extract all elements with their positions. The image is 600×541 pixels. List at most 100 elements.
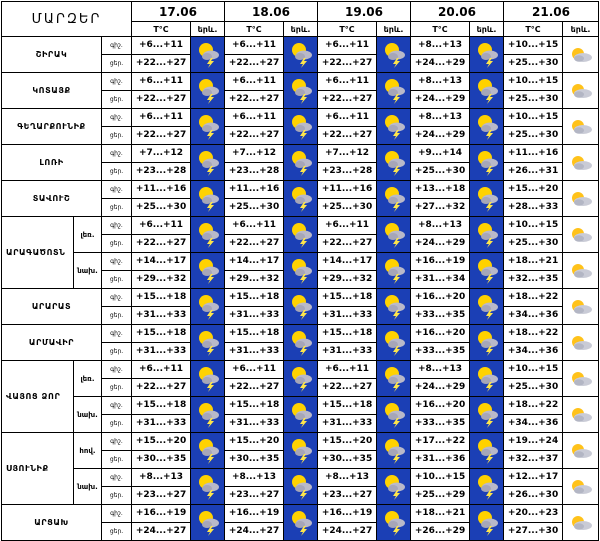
- sun-cloud-lightning-icon: [190, 36, 226, 73]
- temperature-range: +6...+11: [317, 36, 378, 55]
- temperature-range: +30...+35: [317, 450, 378, 469]
- temperature-range: +6...+11: [224, 360, 285, 379]
- temperature-range: +24...+29: [410, 234, 471, 253]
- period-label: գիշ.: [100, 216, 133, 235]
- temperature-range: +16...+20: [410, 324, 471, 343]
- temperature-range: +6...+11: [131, 72, 192, 91]
- temperature-range: +24...+27: [317, 522, 378, 541]
- sun-cloud-lightning-icon: [376, 468, 412, 505]
- temperature-range: +18...+22: [503, 288, 564, 307]
- temperature-range: +11...+16: [224, 180, 285, 199]
- table-row: ցեր. +25...+30 +25...+30 +25...+30 +27...+32…: [2, 198, 599, 217]
- temperature-range: +8...+13: [410, 36, 471, 55]
- sun-cloud-lightning-icon: [283, 36, 319, 73]
- sun-cloud-icon: [562, 468, 600, 505]
- temperature-range: +22...+27: [131, 378, 192, 397]
- period-label: ցեր.: [100, 306, 133, 325]
- temperature-range: +22...+27: [131, 54, 192, 73]
- sub-region-label: լեռ.: [73, 360, 102, 397]
- sun-cloud-icon: [562, 324, 600, 361]
- period-label: ցեր.: [100, 234, 133, 253]
- table-row: ՇԻՐԱԿ գիշ. +6...+11 +6...+11 +6...+11 +8...+1…: [1, 36, 600, 73]
- temp-header: T°C: [503, 21, 564, 37]
- temperature-range: +19...+24: [503, 432, 564, 451]
- temperature-range: +15...+18: [131, 288, 192, 307]
- region-name: ԱՐԱԳԱԾՈՏՆ: [1, 216, 74, 289]
- temperature-range: +22...+27: [224, 54, 285, 73]
- temperature-range: +29...+32: [131, 270, 192, 289]
- temperature-range: +16...+19: [410, 252, 471, 271]
- period-label: գիշ.: [100, 252, 133, 271]
- temperature-range: +22...+27: [317, 90, 378, 109]
- temperature-range: +10...+15: [410, 468, 471, 487]
- region-name: ՎԱՅՈՑ ՁՈՐ: [1, 360, 74, 433]
- sun-cloud-lightning-icon: [376, 288, 412, 325]
- period-label: գիշ.: [100, 180, 133, 199]
- sub-region-label: նախ.: [73, 468, 102, 505]
- sub-region-label: նախ.: [73, 252, 102, 289]
- temperature-range: +15...+18: [131, 324, 192, 343]
- sun-cloud-icon: [562, 504, 600, 541]
- region-name: ԱՐՄԱՎԻՐ: [1, 324, 102, 361]
- sun-cloud-lightning-icon: [283, 468, 319, 505]
- date-header: 19.06: [317, 1, 412, 22]
- table-row: ԿՈՏԱՅՔ գիշ. +6...+11 +6...+11 +6...+11 +8...+…: [1, 72, 600, 109]
- temperature-range: +6...+11: [317, 72, 378, 91]
- temperature-range: +18...+22: [503, 396, 564, 415]
- sun-cloud-lightning-icon: [190, 216, 226, 253]
- temperature-range: +22...+27: [317, 126, 378, 145]
- sun-cloud-lightning-icon: [190, 360, 226, 397]
- sun-cloud-lightning-icon: [190, 432, 226, 469]
- temperature-range: +10...+15: [503, 36, 564, 55]
- temperature-range: +23...+27: [224, 486, 285, 505]
- temperature-range: +16...+19: [224, 504, 285, 523]
- phenomena-header: երև.: [469, 21, 505, 37]
- temperature-range: +27...+30: [503, 522, 564, 541]
- phenomena-header: երև.: [376, 21, 412, 37]
- period-label: ցեր.: [100, 90, 133, 109]
- table-row: ցեր. +22...+27 +22...+27 +22...+27 +24...+29…: [2, 234, 599, 253]
- sun-cloud-lightning-icon: [469, 72, 505, 109]
- sun-cloud-lightning-icon: [376, 36, 412, 73]
- temperature-range: +29...+32: [224, 270, 285, 289]
- table-row: ցեր. +31...+33 +31...+33 +31...+33 +33...+35…: [2, 306, 599, 325]
- sun-cloud-lightning-icon: [190, 180, 226, 217]
- date-header: 18.06: [224, 1, 319, 22]
- date-header: 21.06: [503, 1, 600, 22]
- temperature-range: +34...+36: [503, 342, 564, 361]
- temperature-range: +31...+33: [131, 306, 192, 325]
- sun-cloud-icon: [562, 288, 600, 325]
- table-row: ՎԱՅՈՑ ՁՈՐ լեռ. գիշ. +6...+11 +6...+11 +6...+1…: [1, 360, 600, 433]
- sun-cloud-lightning-icon: [283, 72, 319, 109]
- temperature-range: +34...+36: [503, 306, 564, 325]
- temperature-range: +10...+15: [503, 108, 564, 127]
- temperature-range: +16...+20: [410, 288, 471, 307]
- period-label: գիշ.: [100, 36, 133, 55]
- period-label: գիշ.: [100, 360, 133, 379]
- temperature-range: +22...+27: [131, 234, 192, 253]
- sun-cloud-lightning-icon: [376, 144, 412, 181]
- temperature-range: +6...+11: [131, 360, 192, 379]
- table-row: ԳԵՂԱՐՔՈՒՆԻՔ գիշ. +6...+11 +6...+11 +6...+11 +…: [1, 108, 600, 145]
- temperature-range: +9...+14: [410, 144, 471, 163]
- temperature-range: +23...+27: [317, 486, 378, 505]
- sun-cloud-lightning-icon: [190, 324, 226, 361]
- temperature-range: +8...+13: [317, 468, 378, 487]
- temperature-range: +31...+33: [131, 414, 192, 433]
- sun-cloud-lightning-icon: [376, 72, 412, 109]
- temperature-range: +29...+32: [317, 270, 378, 289]
- temperature-range: +12...+17: [503, 468, 564, 487]
- sun-cloud-lightning-icon: [283, 324, 319, 361]
- sun-cloud-lightning-icon: [283, 180, 319, 217]
- temperature-range: +11...+16: [131, 180, 192, 199]
- temperature-range: +20...+23: [503, 504, 564, 523]
- temperature-range: +8...+13: [131, 468, 192, 487]
- temperature-range: +8...+13: [410, 72, 471, 91]
- period-label: ցեր.: [100, 270, 133, 289]
- region-name: ԳԵՂԱՐՔՈՒՆԻՔ: [1, 108, 102, 145]
- temperature-range: +18...+22: [503, 324, 564, 343]
- region-name: ԿՈՏԱՅՔ: [1, 72, 102, 109]
- sun-cloud-lightning-icon: [376, 108, 412, 145]
- temperature-range: +25...+29: [410, 486, 471, 505]
- temperature-range: +8...+13: [410, 108, 471, 127]
